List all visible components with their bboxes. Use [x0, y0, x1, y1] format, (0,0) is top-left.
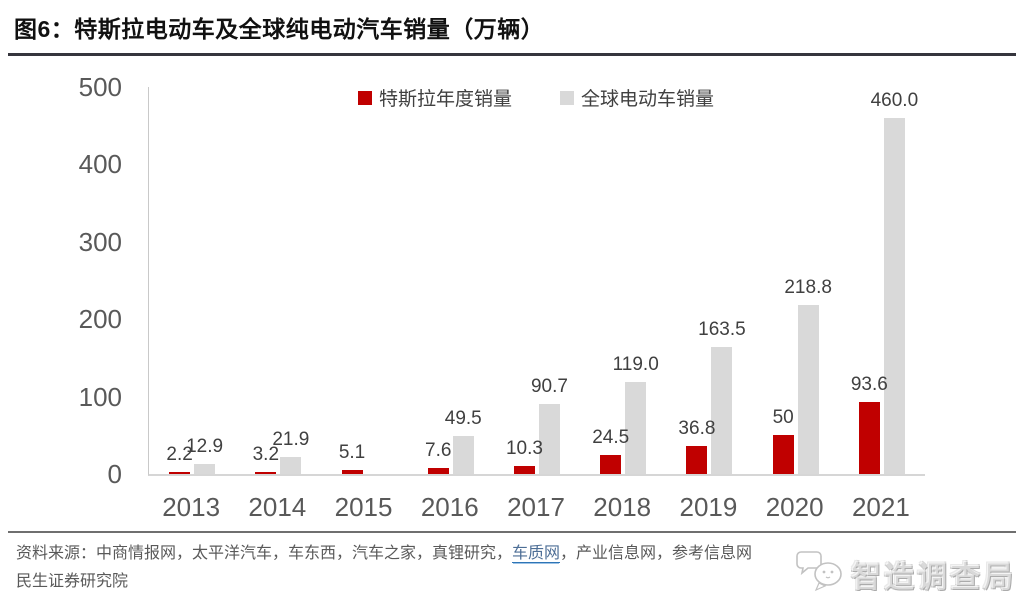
legend-label: 特斯拉年度销量: [378, 89, 512, 110]
data-label: 2.2: [166, 444, 193, 466]
data-label: 50: [772, 407, 794, 429]
data-label: 10.3: [505, 438, 543, 460]
global-bar-2014: [280, 457, 302, 474]
x-tick-label: 2019: [679, 492, 738, 522]
data-label: 90.7: [530, 375, 568, 397]
tesla-bar-2015: [341, 470, 363, 474]
legend-label: 全球电动车销量: [581, 89, 715, 110]
footer-divider: [8, 531, 1016, 533]
legend-item-1: 全球电动车销量: [560, 84, 714, 111]
y-tick-label: 200: [78, 304, 122, 335]
source-note: 资料来源：中商情报网，太平洋汽车，车东西，汽车之家，真锂研究，车质网，产业信息网…: [16, 540, 976, 596]
tesla-bar-2017: [513, 466, 535, 474]
x-tick-label: 2014: [248, 492, 307, 522]
data-label: 5.1: [338, 442, 366, 464]
tesla-bar-2014: [255, 471, 277, 474]
figure-header: 图6：特斯拉电动车及全球纯电动汽车销量（万辆）: [8, 8, 1016, 56]
legend-item-0: 特斯拉年度销量: [357, 84, 512, 111]
data-label: 36.8: [678, 417, 716, 439]
y-tick-label: 0: [107, 459, 122, 489]
tesla-bar-2016: [427, 468, 449, 474]
global-bar-2020: [797, 304, 819, 474]
x-tick-label: 2016: [420, 492, 479, 522]
data-label: 460.0: [870, 89, 919, 111]
y-tick-label: 100: [78, 381, 122, 412]
bar-group-2020: 50 218.8: [753, 87, 839, 474]
x-tick-label: 2017: [507, 492, 565, 522]
x-axis: 2013 2014 2015 2016 2017 2018 2019 2020 2021: [148, 492, 924, 522]
bar-group-2018: 24.5 119.0: [580, 87, 666, 474]
bars: 2.2 12.9 3.2 21.9 5.1 7.6 49.5 10.3 90.7 24.5 119.…: [149, 87, 925, 474]
bar-group-2014: 3.2 21.9: [235, 87, 321, 474]
chart-legend: 特斯拉年度销量 全球电动车销量: [148, 84, 924, 111]
x-tick-label: 2021: [851, 492, 910, 522]
x-tick-label: 2013: [162, 492, 221, 522]
x-tick-label: 2020: [765, 492, 824, 522]
source-link[interactable]: 车质网: [512, 545, 561, 563]
data-label: 7.6: [425, 440, 452, 462]
data-label: 12.9: [186, 436, 224, 458]
data-label: 119.0: [612, 353, 659, 375]
x-tick-label: 2015: [334, 492, 393, 522]
global-bar-2013: [194, 464, 216, 474]
bar-group-2015: 5.1: [321, 87, 407, 474]
source-line: 资料来源：中商情报网，太平洋汽车，车东西，汽车之家，真锂研究，车质网，产业信息网…: [16, 540, 976, 568]
tesla-bar-2018: [600, 455, 622, 474]
data-label: 218.8: [784, 276, 832, 298]
y-tick-label: 300: [78, 226, 122, 257]
y-tick-label: 500: [78, 72, 122, 102]
figure-title: 图6：特斯拉电动车及全球纯电动汽车销量（万辆）: [14, 16, 545, 42]
tesla-bar-2013: [169, 472, 191, 474]
data-label: 49.5: [444, 407, 482, 429]
source-prefix: 资料来源：中商情报网，太平洋汽车，车东西，汽车之家，真锂研究，: [16, 545, 513, 562]
tesla-bar-2020: [772, 435, 794, 474]
bar-group-2021: 93.6 460.0: [839, 87, 925, 474]
global-bar-2018: [625, 381, 647, 474]
tesla-bar-2021: [858, 401, 880, 474]
global-bar-2021: [883, 117, 905, 474]
y-tick-label: 400: [78, 149, 122, 180]
data-label: 163.5: [698, 319, 746, 341]
legend-swatch-icon: [560, 90, 574, 105]
bar-group-2013: 2.2 12.9: [149, 87, 235, 474]
bar-group-2019: 36.8 163.5: [666, 87, 752, 474]
data-label: 21.9: [272, 429, 310, 451]
global-bar-2016: [452, 435, 474, 474]
bar-group-2016: 7.6 49.5: [408, 87, 494, 474]
plot-area: 2.2 12.9 3.2 21.9 5.1 7.6 49.5 10.3 90.7 24.5 119.…: [148, 87, 925, 476]
x-tick-label: 2018: [593, 492, 652, 522]
legend-swatch-icon: [357, 90, 372, 105]
bar-group-2017: 10.3 90.7: [494, 87, 580, 474]
tesla-bar-2019: [686, 445, 708, 474]
global-bar-2019: [711, 347, 733, 474]
data-label: 93.6: [850, 373, 888, 395]
source-suffix: ，产业信息网，参考信息网: [560, 545, 753, 562]
global-bar-2017: [538, 403, 560, 474]
data-label: 3.2: [252, 443, 280, 465]
data-label: 24.5: [592, 427, 630, 449]
y-axis: 0 100 200 300 400 500: [0, 74, 122, 487]
institute-line: 民生证券研究院: [16, 573, 129, 590]
